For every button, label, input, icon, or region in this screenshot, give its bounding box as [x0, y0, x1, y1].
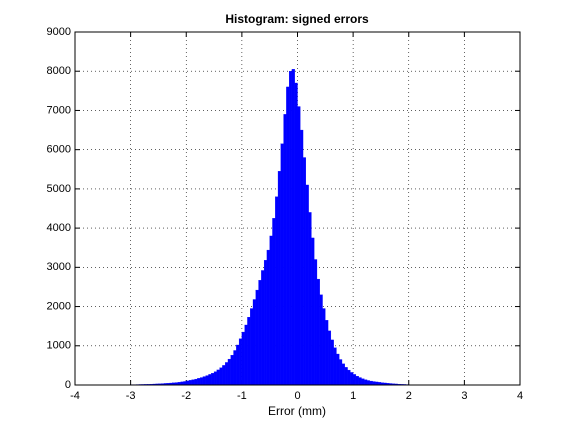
x-tick-label: -2 — [181, 390, 191, 402]
bar — [350, 372, 354, 386]
bar — [186, 380, 190, 386]
bar — [222, 365, 226, 386]
x-tick-label: 4 — [517, 390, 523, 402]
x-tick-label: 0 — [294, 390, 300, 402]
bar — [339, 359, 343, 386]
bar — [330, 339, 334, 386]
bar — [297, 106, 301, 386]
bar — [216, 369, 220, 386]
x-tick-label: -3 — [126, 390, 136, 402]
bar — [272, 218, 276, 386]
y-tick-label: 4000 — [47, 222, 71, 234]
bar — [352, 374, 357, 386]
bar — [252, 299, 256, 386]
y-tick-label: 0 — [65, 379, 71, 391]
bar — [322, 308, 326, 386]
bar — [241, 331, 245, 386]
bar — [305, 184, 309, 386]
bar — [333, 347, 337, 386]
bar — [194, 378, 198, 386]
bar — [261, 270, 265, 386]
bar — [289, 71, 293, 386]
bar — [255, 289, 259, 386]
x-tick-label: 3 — [461, 390, 467, 402]
x-axis-label: Error (mm) — [268, 404, 326, 418]
chart-title: Histogram: signed errors — [225, 12, 369, 26]
bar — [327, 330, 332, 386]
bar — [291, 69, 295, 386]
bar — [183, 381, 187, 386]
y-tick-label: 8000 — [47, 65, 71, 77]
bar — [300, 129, 304, 386]
bar — [269, 235, 273, 386]
bar — [191, 379, 195, 386]
bar — [347, 369, 351, 386]
bar — [311, 237, 315, 386]
bar — [361, 378, 365, 386]
bar — [236, 344, 240, 386]
y-tick-label: 3000 — [47, 261, 71, 273]
bar — [266, 249, 270, 386]
y-tick-label: 1000 — [47, 340, 71, 352]
bar — [325, 320, 329, 386]
bar — [211, 373, 215, 386]
bar — [247, 316, 251, 386]
bar — [341, 363, 345, 386]
bar — [219, 367, 223, 386]
x-tick-label: -1 — [237, 390, 247, 402]
bar — [366, 380, 370, 386]
bar — [277, 171, 281, 386]
x-tick-label: 1 — [350, 390, 356, 402]
bar — [319, 294, 323, 386]
bar — [197, 378, 201, 386]
bar — [200, 377, 204, 386]
bar — [336, 353, 340, 386]
bar — [294, 82, 298, 386]
bar — [208, 374, 212, 386]
bar — [250, 308, 254, 386]
bar — [244, 324, 248, 386]
bar — [355, 376, 359, 386]
y-tick-label: 6000 — [47, 144, 71, 156]
bar — [213, 371, 217, 386]
bar — [233, 350, 237, 386]
y-tick-label: 9000 — [47, 26, 71, 38]
bar — [283, 114, 287, 386]
bar — [364, 379, 368, 386]
y-tick-label: 7000 — [47, 104, 71, 116]
bar — [286, 86, 290, 386]
bar — [358, 377, 362, 386]
bar — [263, 260, 268, 386]
bar — [188, 380, 192, 386]
bar — [258, 280, 262, 386]
bar — [230, 355, 234, 386]
bar — [205, 375, 209, 386]
axes-box — [74, 31, 521, 386]
bar — [275, 196, 279, 386]
bar — [227, 358, 231, 386]
bar — [369, 380, 373, 386]
bar — [202, 376, 206, 386]
bar — [280, 143, 284, 386]
x-tick-label: 2 — [406, 390, 412, 402]
x-tick-label: -4 — [70, 390, 80, 402]
bar — [302, 157, 306, 386]
bar — [316, 278, 320, 386]
bar — [314, 259, 318, 386]
bar — [238, 338, 243, 386]
bar — [225, 362, 229, 386]
bar — [308, 212, 312, 386]
bar — [344, 367, 348, 386]
bar — [372, 381, 376, 386]
y-tick-label: 5000 — [47, 183, 71, 195]
y-tick-label: 2000 — [47, 300, 71, 312]
